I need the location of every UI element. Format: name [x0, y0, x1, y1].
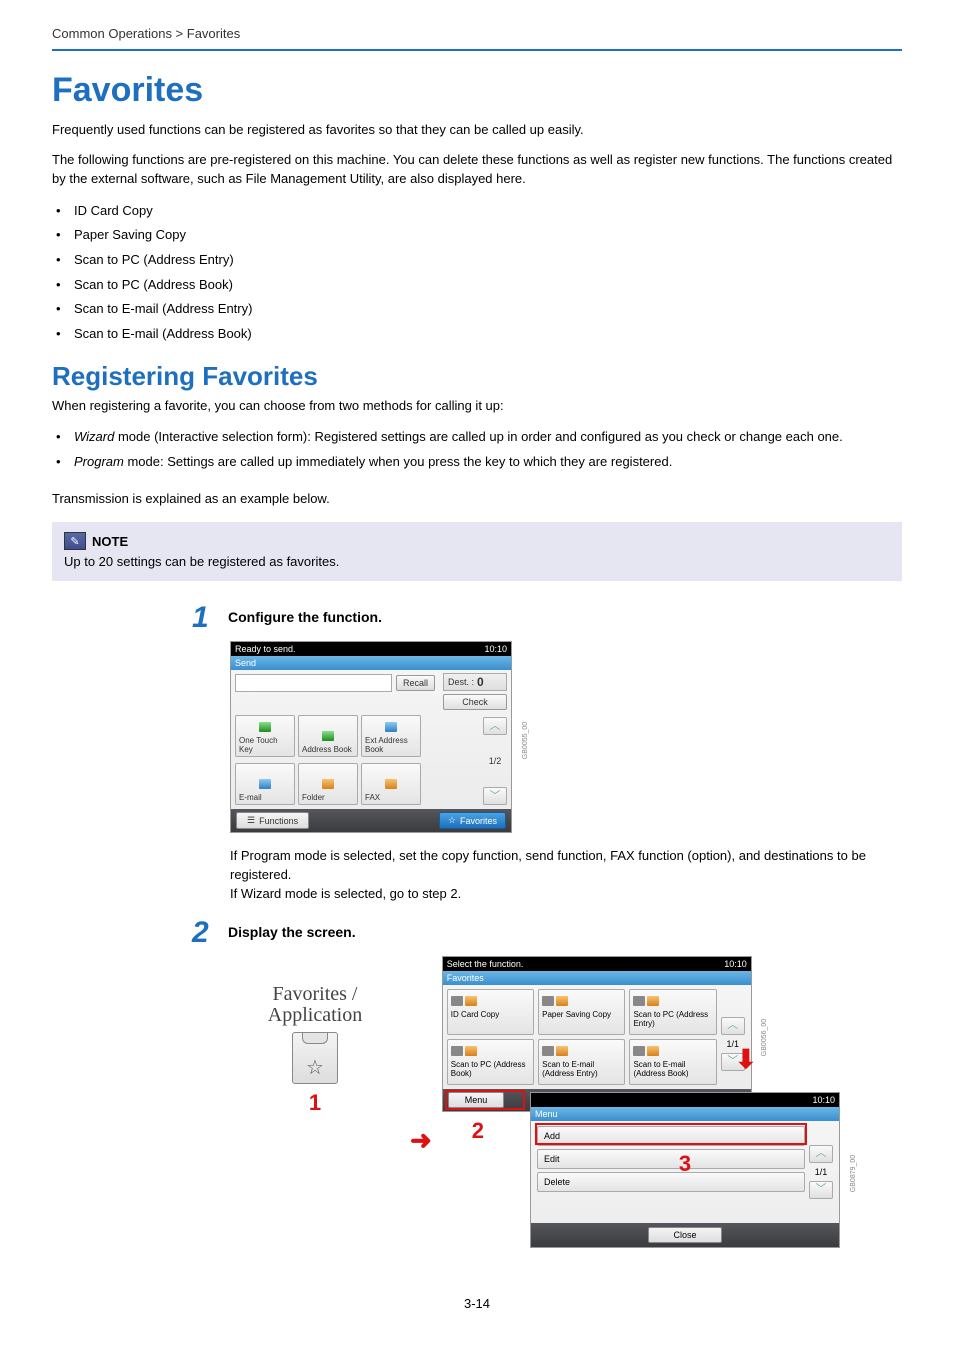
- page-title: Favorites: [52, 71, 902, 110]
- clock: 10:10: [484, 644, 507, 654]
- recall-button[interactable]: Recall: [396, 675, 435, 691]
- panel-subtitle: Favorites: [443, 971, 751, 985]
- callout-3: 3: [679, 1151, 691, 1177]
- page-indicator: 1/1: [815, 1167, 828, 1177]
- clock: 10:10: [724, 959, 747, 969]
- figure-code: GB0055_00: [522, 722, 529, 759]
- note-title: NOTE: [92, 534, 128, 549]
- favapp-label-2: Application: [230, 1005, 400, 1026]
- panel-subtitle: Send: [231, 656, 511, 670]
- list-item: Paper Saving Copy: [52, 223, 902, 248]
- favapp-label-1: Favorites /: [230, 984, 400, 1005]
- breadcrumb: Common Operations > Favorites: [52, 26, 902, 51]
- list-item: Scan to E-mail (Address Entry): [52, 297, 902, 322]
- page-down-button[interactable]: ﹀: [809, 1181, 833, 1199]
- list-icon: ☰: [247, 815, 255, 826]
- fav-tile[interactable]: Scan to PC (Address Entry): [629, 989, 716, 1035]
- page-number: 3-14: [52, 1296, 902, 1311]
- arrow-right-icon: ➜: [410, 1125, 432, 1156]
- step-number-1: 1: [192, 603, 214, 633]
- favorites-panel: Select the function. 10:10 Favorites ID …: [442, 956, 752, 1112]
- fav-tile[interactable]: Paper Saving Copy: [538, 989, 625, 1035]
- status-text: Select the function.: [447, 959, 524, 969]
- figure-code: GB0056_00: [761, 1018, 768, 1055]
- intro-paragraph-2: The following functions are pre-register…: [52, 150, 902, 189]
- page-down-button[interactable]: ﹀: [483, 787, 507, 805]
- page-indicator: 1/2: [489, 756, 502, 766]
- fav-tile[interactable]: Scan to E-mail (Address Entry): [538, 1039, 625, 1085]
- send-panel: Ready to send. 10:10 Send Recall Dest. :…: [230, 641, 512, 833]
- address-input[interactable]: [235, 674, 392, 692]
- step1-body-1: If Program mode is selected, set the cop…: [230, 847, 902, 885]
- favorites-key-icon[interactable]: ☆: [292, 1032, 338, 1084]
- menu-item-add[interactable]: Add: [537, 1126, 805, 1146]
- check-button[interactable]: Check: [443, 694, 507, 710]
- program-text: mode: Settings are called up immediately…: [124, 454, 672, 469]
- fav-tile[interactable]: ID Card Copy: [447, 989, 534, 1035]
- page-up-button[interactable]: ︿: [721, 1017, 745, 1035]
- transmission-note: Transmission is explained as an example …: [52, 489, 902, 509]
- favorites-app-key: Favorites / Application ☆ 1: [230, 956, 400, 1116]
- list-item: Wizard mode (Interactive selection form)…: [52, 425, 902, 450]
- wizard-label: Wizard: [74, 429, 114, 444]
- fav-tile[interactable]: Scan to E-mail (Address Book): [629, 1039, 716, 1085]
- step1-body-2: If Wizard mode is selected, go to step 2…: [230, 885, 902, 904]
- list-item: Program mode: Settings are called up imm…: [52, 450, 902, 475]
- list-item: Scan to E-mail (Address Book): [52, 322, 902, 347]
- wizard-text: mode (Interactive selection form): Regis…: [114, 429, 842, 444]
- callout-1: 1: [230, 1090, 400, 1116]
- tile-fax[interactable]: FAX: [361, 763, 421, 805]
- program-label: Program: [74, 454, 124, 469]
- list-item: ID Card Copy: [52, 199, 902, 224]
- mode-list: Wizard mode (Interactive selection form)…: [52, 425, 902, 474]
- note-box: ✎ NOTE Up to 20 settings can be register…: [52, 522, 902, 581]
- functions-button[interactable]: ☰ Functions: [236, 812, 309, 829]
- menu-item-edit[interactable]: Edit: [537, 1149, 805, 1169]
- intro-paragraph-1: Frequently used functions can be registe…: [52, 120, 902, 140]
- close-button[interactable]: Close: [648, 1227, 721, 1243]
- fav-tile[interactable]: Scan to PC (Address Book): [447, 1039, 534, 1085]
- menu-button[interactable]: Menu: [448, 1092, 505, 1108]
- section-title: Registering Favorites: [52, 361, 902, 392]
- clock: 10:10: [812, 1095, 835, 1105]
- favorites-button[interactable]: ☆ Favorites: [439, 812, 506, 829]
- list-item: Scan to PC (Address Book): [52, 273, 902, 298]
- arrow-down-icon: ⬇: [735, 1044, 757, 1075]
- step-title-1: Configure the function.: [228, 609, 382, 625]
- note-body: Up to 20 settings can be registered as f…: [64, 554, 890, 569]
- list-item: Scan to PC (Address Entry): [52, 248, 902, 273]
- note-icon: ✎: [64, 532, 86, 550]
- reg-intro: When registering a favorite, you can cho…: [52, 396, 902, 416]
- tile-address-book[interactable]: Address Book: [298, 715, 358, 757]
- page-up-button[interactable]: ︿: [483, 717, 507, 735]
- panel-subtitle: Menu: [531, 1107, 839, 1121]
- function-list: ID Card Copy Paper Saving Copy Scan to P…: [52, 199, 902, 347]
- tile-email[interactable]: E-mail: [235, 763, 295, 805]
- menu-item-delete[interactable]: Delete: [537, 1172, 805, 1192]
- tile-one-touch-key[interactable]: One Touch Key: [235, 715, 295, 757]
- step-number-2: 2: [192, 918, 214, 948]
- dest-count: Dest. : 0: [443, 673, 507, 691]
- page-up-button[interactable]: ︿: [809, 1145, 833, 1163]
- tile-folder[interactable]: Folder: [298, 763, 358, 805]
- figure-code: GB0879_00: [850, 1154, 857, 1191]
- tile-ext-address-book[interactable]: Ext Address Book: [361, 715, 421, 757]
- star-icon: ☆: [448, 815, 456, 826]
- menu-panel: 10:10 Menu Add Edit Delete ︿ 1/1 ﹀ 3 Clo…: [530, 1092, 840, 1248]
- step-title-2: Display the screen.: [228, 924, 356, 940]
- status-text: Ready to send.: [235, 644, 296, 654]
